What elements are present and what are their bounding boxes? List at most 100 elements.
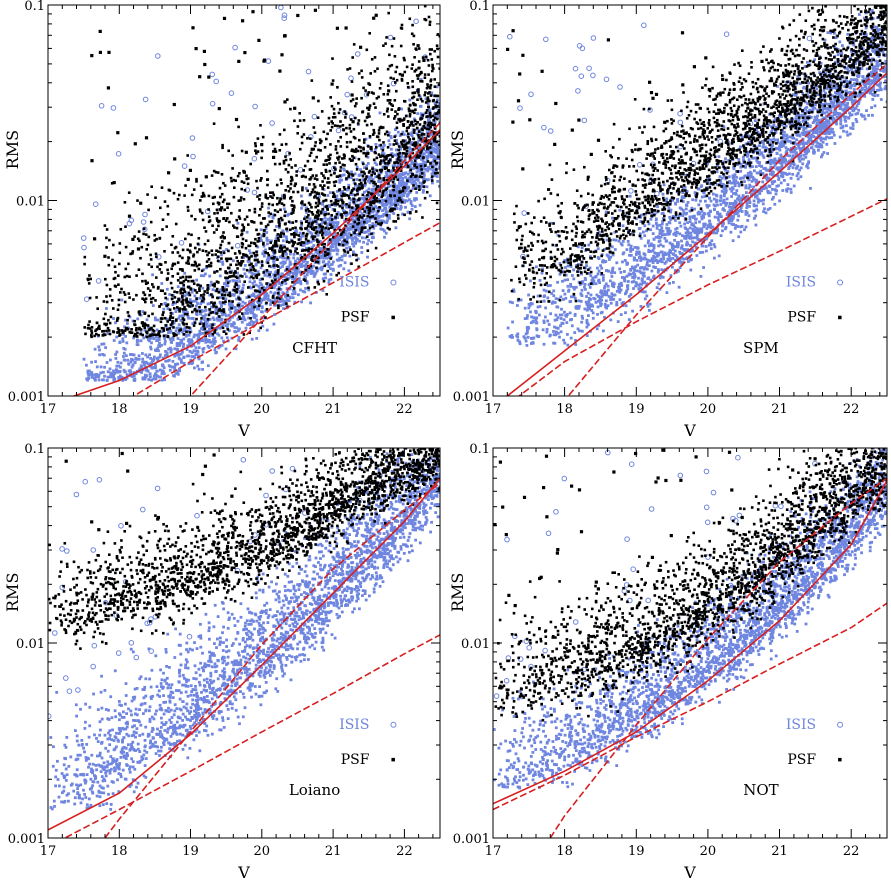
- psf-point: [182, 317, 185, 320]
- psf-outlier: [352, 120, 355, 123]
- psf-point: [124, 293, 127, 296]
- psf-point: [104, 278, 107, 281]
- psf-point: [332, 79, 335, 82]
- isis-point: [248, 260, 251, 263]
- psf-point: [331, 218, 334, 221]
- psf-point: [135, 333, 138, 336]
- psf-point: [187, 206, 190, 209]
- psf-point: [419, 138, 422, 141]
- psf-point: [254, 259, 257, 262]
- isis-point: [338, 181, 341, 184]
- psf-point: [301, 241, 304, 244]
- psf-point: [351, 159, 354, 162]
- psf-point: [90, 336, 93, 339]
- isis-point: [221, 263, 224, 266]
- psf-point: [387, 134, 390, 137]
- isis-point: [283, 235, 286, 238]
- psf-point: [347, 186, 350, 189]
- psf-point: [279, 197, 282, 200]
- isis-point: [317, 234, 320, 237]
- psf-point: [241, 224, 244, 227]
- isis-point: [136, 318, 139, 321]
- isis-point: [225, 348, 228, 351]
- psf-point: [316, 178, 319, 181]
- psf-point: [366, 235, 369, 238]
- psf-point: [256, 274, 259, 277]
- isis-point: [410, 202, 413, 205]
- psf-point: [383, 159, 386, 162]
- psf-point: [339, 108, 342, 111]
- isis-point: [201, 361, 204, 364]
- psf-point: [144, 301, 147, 304]
- isis-point: [199, 302, 202, 305]
- isis-point: [155, 339, 158, 342]
- psf-point: [389, 99, 392, 102]
- psf-point: [163, 329, 166, 332]
- psf-point: [182, 284, 185, 287]
- psf-point: [339, 120, 342, 123]
- psf-point: [254, 208, 257, 211]
- isis-outlier: [270, 121, 275, 126]
- psf-point: [252, 252, 255, 255]
- psf-point: [104, 313, 107, 316]
- isis-point: [150, 379, 153, 382]
- isis-point: [122, 340, 125, 343]
- isis-point: [310, 241, 313, 244]
- psf-point: [356, 168, 359, 171]
- isis-outlier: [143, 212, 148, 217]
- psf-point: [108, 329, 111, 332]
- psf-point: [421, 100, 424, 103]
- psf-point: [412, 148, 415, 151]
- psf-point: [175, 223, 178, 226]
- isis-point: [181, 331, 184, 334]
- psf-point: [194, 247, 197, 250]
- psf-point: [317, 116, 320, 119]
- psf-point: [230, 177, 233, 180]
- psf-point: [413, 92, 416, 95]
- psf-point: [182, 308, 185, 311]
- psf-point: [175, 319, 178, 322]
- psf-point: [255, 251, 258, 254]
- isis-point: [138, 358, 141, 361]
- psf-outlier: [296, 14, 299, 17]
- psf-point: [283, 196, 286, 199]
- psf-point: [424, 127, 427, 130]
- psf-point: [336, 86, 339, 89]
- psf-point: [267, 262, 270, 265]
- psf-point: [387, 84, 390, 87]
- psf-point: [250, 255, 253, 258]
- isis-point: [115, 336, 118, 339]
- psf-point: [380, 223, 383, 226]
- psf-point: [120, 288, 123, 291]
- psf-point: [421, 80, 424, 83]
- isis-point: [98, 353, 101, 356]
- isis-point: [193, 300, 196, 303]
- psf-point: [265, 196, 268, 199]
- psf-point: [222, 289, 225, 292]
- isis-point: [162, 308, 165, 311]
- isis-point: [200, 320, 203, 323]
- isis-point: [272, 261, 275, 264]
- isis-point: [245, 275, 248, 278]
- isis-point: [314, 273, 317, 276]
- psf-point: [411, 24, 414, 27]
- psf-point: [112, 307, 115, 310]
- isis-point: [382, 146, 385, 149]
- isis-point: [300, 207, 303, 210]
- isis-point: [201, 332, 204, 335]
- psf-point: [312, 255, 315, 258]
- psf-point: [207, 287, 210, 290]
- psf-point: [394, 110, 397, 113]
- psf-point: [350, 130, 353, 133]
- isis-point: [237, 318, 240, 321]
- isis-point: [118, 341, 121, 344]
- psf-point: [145, 248, 148, 251]
- isis-point: [382, 228, 385, 231]
- psf-point: [416, 121, 419, 124]
- psf-point: [259, 327, 262, 330]
- psf-point: [200, 294, 203, 297]
- isis-outlier: [235, 243, 240, 248]
- psf-point: [258, 198, 261, 201]
- psf-point: [217, 255, 220, 258]
- psf-outlier: [134, 142, 137, 145]
